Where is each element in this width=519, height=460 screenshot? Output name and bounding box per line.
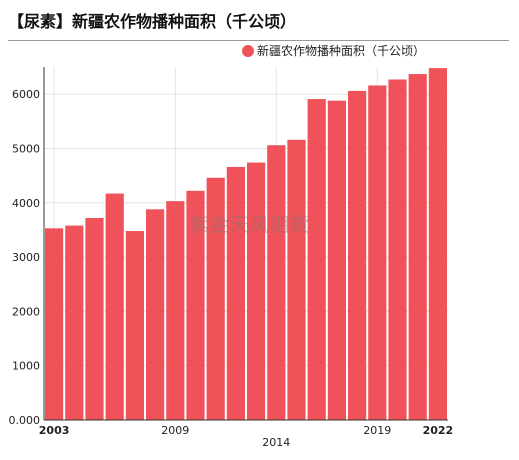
bar bbox=[186, 190, 205, 420]
bar bbox=[105, 193, 124, 420]
x-tick-label: 2019 bbox=[363, 424, 391, 437]
y-tick-label: 3000 bbox=[12, 251, 40, 264]
bar bbox=[125, 231, 144, 420]
y-tick-label: 2000 bbox=[12, 305, 40, 318]
bar bbox=[368, 85, 387, 421]
y-tick-label: 4000 bbox=[12, 197, 40, 210]
bar bbox=[307, 99, 326, 421]
y-tick-label: 1000 bbox=[12, 360, 40, 373]
bar bbox=[146, 209, 165, 420]
bar bbox=[65, 225, 84, 420]
bar bbox=[85, 217, 104, 420]
bar bbox=[166, 201, 185, 420]
legend-label: 新疆农作物播种面积（千公顷） bbox=[257, 44, 426, 58]
legend[interactable]: 新疆农作物播种面积（千公顷） bbox=[242, 42, 425, 59]
bar bbox=[267, 145, 286, 421]
bar bbox=[247, 162, 266, 420]
bar bbox=[287, 139, 306, 420]
x-tick-label: 2014 bbox=[262, 436, 290, 449]
bar bbox=[428, 68, 447, 420]
y-tick-label: 0.000 bbox=[9, 414, 41, 427]
title-divider bbox=[8, 40, 509, 41]
bar bbox=[388, 79, 407, 420]
legend-swatch bbox=[242, 44, 254, 57]
y-tick-label: 5000 bbox=[12, 142, 40, 155]
bar bbox=[226, 166, 245, 420]
bar bbox=[408, 74, 427, 420]
bar bbox=[206, 177, 225, 420]
x-tick-label: 2003 bbox=[39, 424, 70, 437]
x-tick-label: 2009 bbox=[161, 424, 189, 437]
chart-title: 【尿素】新疆农作物播种面积（千公顷） bbox=[8, 12, 297, 31]
x-tick-label: 2022 bbox=[423, 424, 454, 437]
bar bbox=[348, 90, 367, 420]
bar bbox=[327, 100, 346, 420]
bar bbox=[45, 228, 64, 420]
y-tick-label: 6000 bbox=[12, 88, 40, 101]
